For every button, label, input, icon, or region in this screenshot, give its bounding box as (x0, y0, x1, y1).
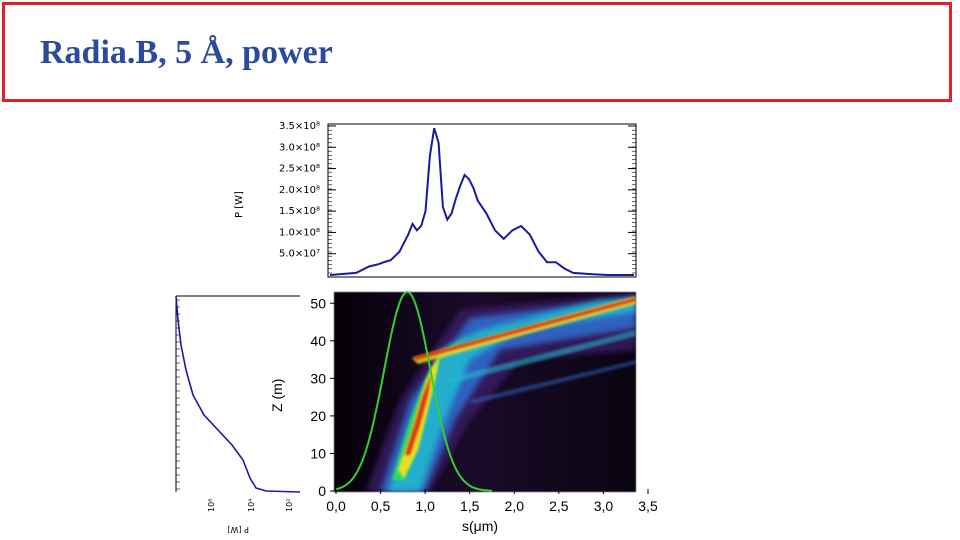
side-xtick-1: 10⁴ (247, 499, 256, 512)
heatmap-xtick-label: 1,0 (415, 498, 435, 514)
power-ytick-label: 3.0×10⁸ (279, 142, 320, 153)
heatmap-ytick-label: 20 (310, 408, 326, 424)
heatmap-xtick-label: 0,0 (326, 498, 346, 514)
side-profile-plot: 10⁸ 10⁴ 10² P [W] (175, 295, 301, 534)
power-ytick-label: 5.0×10⁷ (279, 249, 320, 260)
power-plot-minor-ticks (328, 125, 636, 274)
power-plot-ylabel: P [W] (234, 191, 245, 218)
side-xtick-2: 10² (285, 499, 294, 512)
heatmap-xticks: 0,0 0,5 1,0 1,5 2,0 2,5 3,0 3,5 (326, 489, 658, 514)
power-curve (329, 127, 634, 276)
side-xtick-0: 10⁸ (207, 499, 216, 512)
heatmap-ytick-label: 40 (310, 333, 326, 349)
power-ytick-label: 3.5×10⁸ (279, 121, 320, 132)
title-frame (2, 2, 952, 102)
power-ytick-label: 2.0×10⁸ (279, 185, 320, 196)
heatmap-xtick-label: 3,5 (638, 498, 658, 514)
heatmap-frame (333, 291, 637, 493)
heatmap-ytick-label: 30 (310, 370, 326, 386)
heatmap-ytick-label: 50 (310, 295, 326, 311)
heatmap-xtick-label: 2,5 (549, 498, 569, 514)
heatmap-ylabel: Z (m) (269, 379, 285, 412)
heatmap-xtick-label: 0,5 (371, 498, 391, 514)
gaussian-curve (335, 290, 492, 492)
power-plot-frame (327, 123, 637, 278)
heatmap-ytick-label: 0 (318, 483, 326, 499)
side-profile-curve (175, 295, 301, 493)
side-xlabel: P [W] (227, 525, 249, 534)
heatmap-yticks: 0 10 20 30 40 50 (310, 295, 336, 499)
heatmap-field (366, 292, 636, 492)
power-ytick-label: 1.5×10⁸ (279, 206, 320, 217)
heatmap-xtick-label: 3,0 (594, 498, 614, 514)
heatmap-ytick-label: 10 (310, 445, 326, 461)
power-ytick-label: 2.5×10⁸ (279, 164, 320, 175)
power-plot-yticks: 3.5×10⁸ 3.0×10⁸ 2.5×10⁸ 2.0×10⁸ 1.5×10⁸ 1.0×1… (279, 121, 636, 260)
heatmap-xlabel: s(μm) (462, 518, 498, 534)
heatmap-xtick-label: 2,0 (505, 498, 525, 514)
power-ytick-label: 1.0×10⁸ (279, 227, 320, 238)
heatmap-xtick-label: 1,5 (460, 498, 480, 514)
slide-title: Radia.B, 5 Å, power (40, 34, 333, 71)
